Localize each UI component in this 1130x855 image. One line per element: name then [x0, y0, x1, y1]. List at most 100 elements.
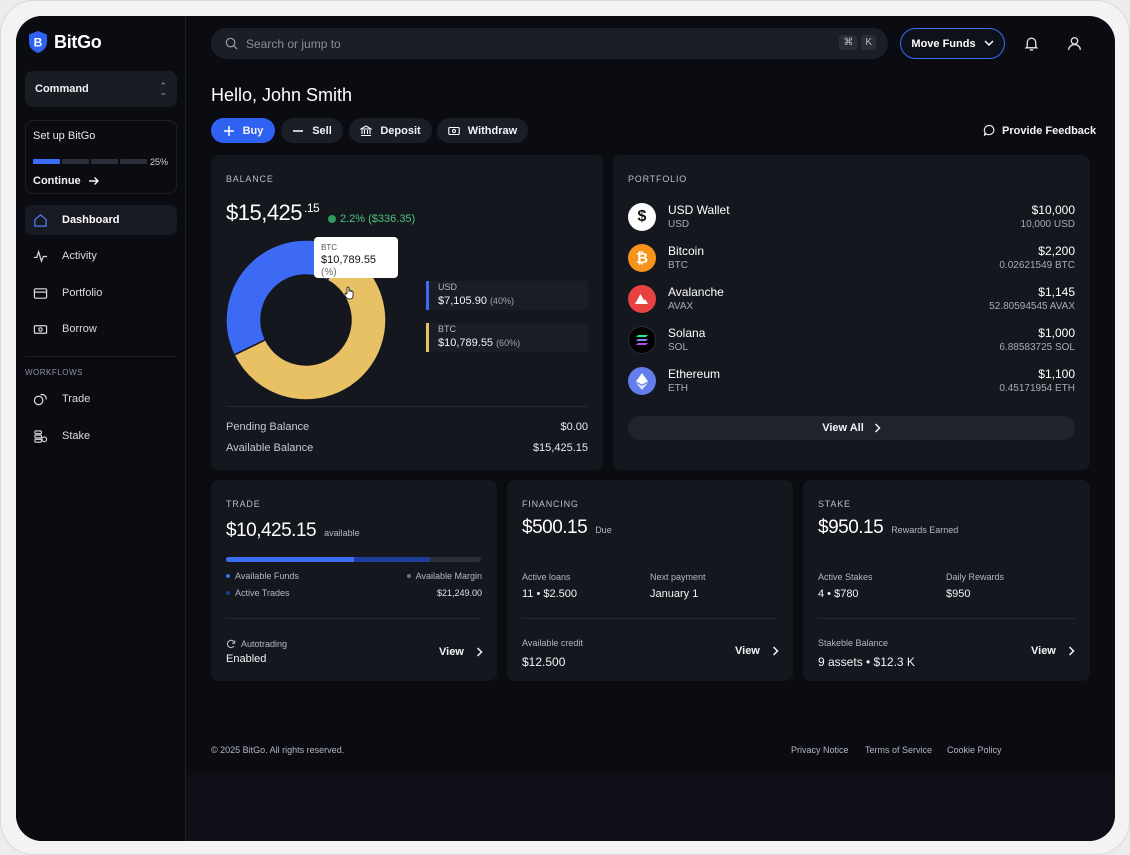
asset-value: $1,100 [1038, 367, 1075, 381]
privacy-notice-link[interactable]: Privacy Notice [791, 745, 849, 755]
portfolio-row-sol[interactable]: Solana SOL $1,000 6.88583725 SOL [628, 323, 1075, 357]
asset-amount: 52.80594545 AVAX [989, 301, 1075, 312]
setup-title: Set up BitGo [33, 130, 96, 142]
tooltip-value: $10,789.55 (%) [321, 254, 391, 278]
legend-btc[interactable]: BTC $10,789.55 (60%) [426, 323, 588, 352]
tooltip-pct: (%) [321, 267, 337, 278]
nav-item-portfolio[interactable]: Portfolio [25, 278, 177, 308]
nav-item-stake[interactable]: Stake [25, 421, 177, 451]
portfolio-row-btc[interactable]: ₿ Bitcoin BTC $2,200 0.02621549 BTC [628, 241, 1075, 275]
copyright: © 2025 BitGo. All rights reserved. [211, 745, 345, 755]
bell-icon[interactable] [1023, 35, 1040, 52]
bottom-strip [187, 774, 1115, 841]
tooltip-label: BTC [321, 243, 337, 252]
avalanche-icon [628, 285, 656, 313]
provide-feedback-link[interactable]: Provide Feedback [983, 124, 1096, 137]
portfolio-row-avax[interactable]: Avalanche AVAX $1,145 52.80594545 AVAX [628, 282, 1075, 316]
deposit-button[interactable]: Deposit [349, 118, 432, 143]
chevron-up-down-icon: ⌃ ⌄ [159, 81, 167, 97]
autotrading-value: Enabled [226, 653, 267, 665]
financing-amount: $500.15 Due [522, 517, 612, 539]
user-icon[interactable] [1066, 35, 1083, 52]
buy-button[interactable]: Buy [211, 118, 275, 143]
portfolio-row-usd[interactable]: $ USD Wallet USD $10,000 10,000 USD [628, 200, 1075, 234]
view-label: View [439, 646, 464, 658]
trade-amount-note: available [324, 528, 360, 538]
chevron-down-icon [984, 40, 994, 47]
plus-icon [223, 125, 234, 136]
stack-icon [34, 429, 48, 443]
deposit-label: Deposit [380, 124, 421, 137]
asset-amount: 0.02621549 BTC [999, 260, 1075, 271]
legend-usd[interactable]: USD $7,105.90 (40%) [426, 281, 588, 310]
asset-value: $1,145 [1038, 285, 1075, 299]
command-selector[interactable]: Command ⌃ ⌄ [25, 71, 177, 107]
withdraw-label: Withdraw [467, 124, 518, 137]
logo[interactable]: B BitGo [28, 30, 102, 54]
home-icon [34, 213, 47, 227]
view-all-label: View All [822, 422, 864, 434]
solana-icon [628, 326, 656, 354]
legend-value: $10,789.55 [438, 337, 494, 349]
withdraw-button[interactable]: Withdraw [437, 118, 528, 143]
move-funds-button[interactable]: Move Funds [900, 28, 1005, 59]
nav-item-dashboard[interactable]: Dashboard [25, 205, 177, 235]
dollar-coin-icon: $ [628, 203, 656, 231]
asset-name: Solana [668, 326, 706, 340]
cash-icon [33, 324, 48, 334]
wallet-icon [33, 287, 48, 299]
nav-item-activity[interactable]: Activity [25, 241, 177, 271]
minus-icon [293, 129, 304, 132]
view-label: View [1031, 645, 1056, 657]
nav-label: Borrow [62, 323, 97, 335]
nav-item-trade[interactable]: Trade [25, 384, 177, 414]
legend-label: Available Funds [235, 571, 299, 581]
legend-name: USD [438, 282, 458, 292]
app-screen: B BitGo Command ⌃ ⌄ Set up BitGo 25% Cont… [16, 16, 1115, 841]
search-bar[interactable]: ⌘ K [211, 28, 888, 59]
cookie-policy-link[interactable]: Cookie Policy [947, 745, 1002, 755]
coins-icon [33, 393, 47, 405]
trend-up-icon [328, 215, 336, 223]
terms-of-service-link[interactable]: Terms of Service [865, 745, 933, 755]
legend-name: BTC [438, 324, 456, 334]
sell-label: Sell [312, 124, 332, 137]
asset-name: USD Wallet [668, 203, 730, 217]
portfolio-row-eth[interactable]: Ethereum ETH $1,100 0.45171954 ETH [628, 364, 1075, 398]
view-all-button[interactable]: View All [628, 416, 1075, 440]
financing-amount-note: Due [595, 525, 612, 535]
arrow-right-icon [88, 177, 99, 185]
legend-available-funds: Available Funds [226, 571, 299, 581]
balance-cents: .15 [304, 201, 320, 215]
available-balance-label: Available Balance [226, 442, 314, 454]
stake-view-link[interactable]: View [1031, 645, 1075, 657]
buy-label: Buy [242, 124, 264, 137]
cash-icon [448, 126, 460, 135]
continue-label: Continue [33, 175, 81, 187]
workflows-heading: WORKFLOWS [25, 368, 83, 377]
activity-icon [33, 249, 48, 263]
setup-continue-link[interactable]: Continue [33, 175, 100, 187]
search-input[interactable] [246, 36, 826, 51]
trade-view-link[interactable]: View [439, 646, 483, 658]
divider [226, 618, 482, 619]
sell-button[interactable]: Sell [281, 118, 343, 143]
financing-view-link[interactable]: View [735, 645, 779, 657]
legend-value-row: $10,789.55 (60%) [438, 337, 588, 349]
sidebar: B BitGo Command ⌃ ⌄ Set up BitGo 25% Cont… [16, 16, 186, 841]
asset-value: $2,200 [1038, 244, 1075, 258]
nav-label: Dashboard [62, 214, 120, 226]
bitcoin-icon: ₿ [628, 244, 656, 272]
legend-available-margin: Available Margin [406, 571, 482, 581]
nav-item-borrow[interactable]: Borrow [25, 314, 177, 344]
move-funds-label: Move Funds [911, 37, 976, 50]
legend-label: Available Margin [415, 571, 482, 581]
brand-name: BitGo [54, 31, 102, 52]
page-title: Hello, John Smith [211, 85, 353, 105]
setup-progress-bar [33, 159, 147, 164]
asset-symbol: USD [668, 219, 690, 230]
progress-segment [33, 159, 60, 164]
active-stakes-value: 4 • $780 [818, 588, 859, 600]
autotrading-text: Autotrading [241, 639, 288, 649]
